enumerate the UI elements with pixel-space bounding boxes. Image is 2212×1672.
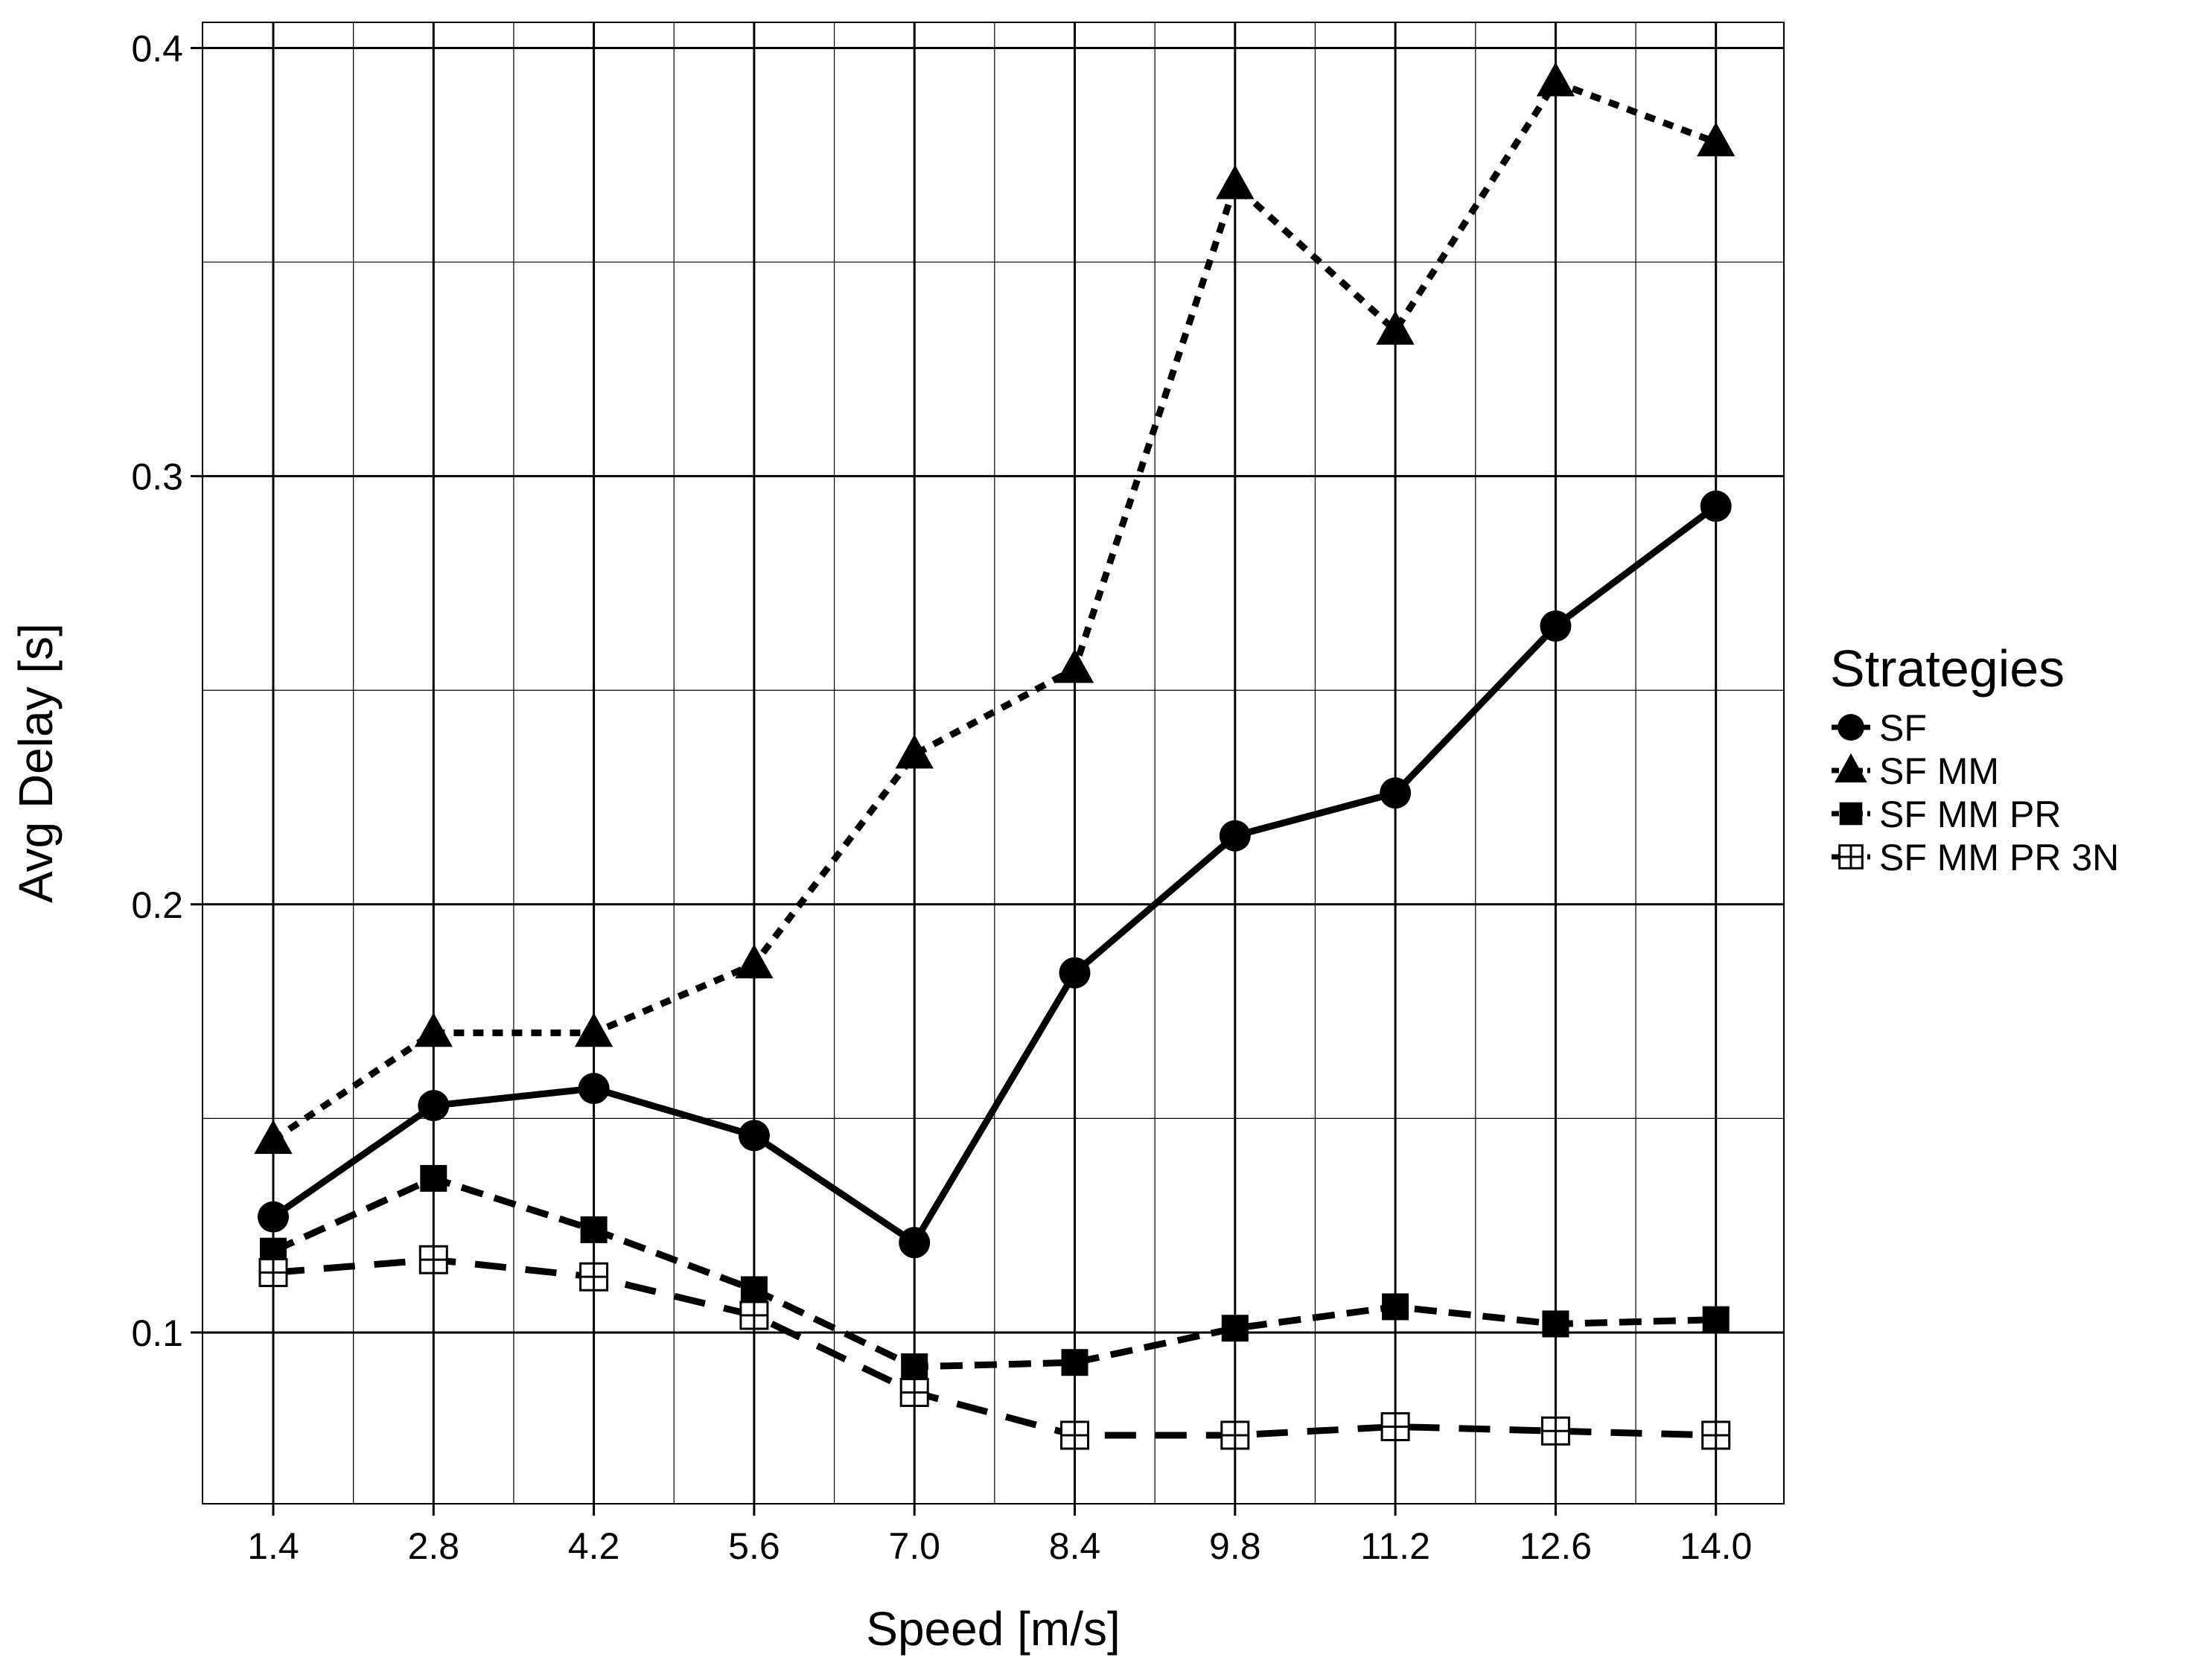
data-point-sf-mm-pr: [1382, 1293, 1409, 1321]
data-point-sf: [1059, 957, 1091, 989]
y-tick-label: 0.4: [131, 28, 183, 70]
legend-item-sf-mm-pr-3n: SF MM PR 3N: [1832, 837, 2119, 878]
data-point-sf: [738, 1120, 770, 1152]
x-tick-label: 12.6: [1520, 1525, 1592, 1567]
axes: 1.4 2.8 4.2 5.6 7.0 8.4 9.8 11.2 12.6 14.0 0.1 0.2 0…: [131, 28, 1752, 1567]
data-point-sf-mm-pr: [420, 1164, 447, 1192]
series-sf-mm: [254, 62, 1736, 1155]
x-tick-label: 11.2: [1360, 1525, 1430, 1567]
data-point-sf: [1219, 820, 1251, 852]
legend-title: Strategies: [1830, 639, 2065, 698]
series-sf-mm-pr-3n: [258, 1245, 1731, 1450]
x-tick-label: 5.6: [728, 1525, 780, 1567]
legend-key-marker: [1839, 802, 1863, 826]
data-point-sf-mm-pr: [1702, 1306, 1730, 1333]
series-line-sf-mm-pr-3n: [272, 1256, 1716, 1439]
y-tick-label: 0.2: [131, 884, 183, 926]
data-point-sf: [1540, 610, 1572, 642]
series-line-sf-mm: [271, 79, 1718, 1143]
y-axis-title: Avg Delay [s]: [9, 623, 63, 903]
y-tick-label: 0.1: [131, 1312, 183, 1354]
series-group: [254, 62, 1736, 1450]
data-point-sf-mm-pr: [580, 1216, 608, 1243]
x-tick-label: 14.0: [1680, 1525, 1752, 1567]
data-point-sf-mm-pr: [1542, 1310, 1569, 1338]
data-point-sf-mm-pr-3n: [1540, 1416, 1570, 1446]
data-point-sf-mm-pr-3n: [418, 1245, 448, 1274]
x-tick-label: 7.0: [888, 1525, 940, 1567]
series-sf-mm-pr: [260, 1164, 1730, 1380]
data-point-sf-mm-pr-3n: [1220, 1420, 1250, 1450]
series-line-sf: [271, 503, 1718, 1246]
data-point-sf-mm: [1536, 62, 1575, 97]
x-tick-label: 9.8: [1209, 1525, 1261, 1567]
series-sf: [258, 490, 1732, 1259]
legend-label: SF MM: [1879, 750, 1999, 792]
data-point-sf-mm: [1216, 165, 1255, 200]
data-point-sf-mm-pr: [1061, 1349, 1089, 1376]
data-point-sf-mm: [1697, 122, 1736, 156]
legend-label: SF MM PR 3N: [1879, 837, 2119, 878]
data-point-sf: [258, 1201, 289, 1233]
data-point-sf: [899, 1227, 931, 1259]
data-point-sf-mm: [254, 1120, 293, 1155]
plot-panel-border: [202, 22, 1785, 1505]
data-point-sf-mm: [574, 1012, 613, 1047]
x-tick-label: 4.2: [568, 1525, 620, 1567]
legend-key-marker: [1835, 753, 1867, 783]
data-point-sf-mm-pr-3n: [579, 1262, 609, 1292]
data-point-sf-mm: [414, 1012, 453, 1047]
data-point-sf-mm-pr: [740, 1276, 768, 1304]
legend-label: SF MM PR: [1879, 794, 2061, 835]
legend-label: SF: [1879, 707, 1927, 749]
legend-item-sf: SF: [1832, 707, 1927, 749]
x-tick-label: 1.4: [247, 1525, 299, 1567]
data-point-sf-mm: [735, 944, 774, 979]
x-axis-title: Speed [m/s]: [866, 1602, 1121, 1656]
legend-item-sf-mm-pr: SF MM PR: [1832, 794, 2061, 835]
data-point-sf-mm-pr-3n: [899, 1377, 929, 1407]
data-point-sf-mm: [1055, 648, 1094, 683]
legend-key-marker: [1838, 844, 1864, 869]
data-point-sf-mm: [895, 734, 934, 769]
x-tick-label: 8.4: [1049, 1525, 1101, 1567]
series-line-sf-mm-pr: [272, 1175, 1716, 1371]
data-point-sf: [1700, 490, 1732, 522]
data-point-sf-mm-pr-3n: [1380, 1411, 1410, 1441]
data-point-sf-mm-pr-3n: [1701, 1420, 1731, 1450]
data-point-sf-mm-pr: [1221, 1315, 1249, 1342]
data-point-sf-mm-pr-3n: [1060, 1420, 1089, 1450]
data-point-sf: [1380, 777, 1412, 809]
legend-key-marker: [1838, 714, 1864, 741]
data-point-sf: [578, 1073, 610, 1105]
data-point-sf: [418, 1090, 450, 1122]
data-point-sf-mm-pr-3n: [739, 1301, 769, 1330]
y-tick-label: 0.3: [131, 456, 183, 498]
x-tick-label: 2.8: [408, 1525, 460, 1567]
legend-item-sf-mm: SF MM: [1832, 750, 1999, 792]
data-point-sf-mm-pr: [901, 1353, 928, 1380]
data-point-sf-mm-pr-3n: [258, 1257, 288, 1287]
data-point-sf-mm: [1376, 310, 1415, 345]
